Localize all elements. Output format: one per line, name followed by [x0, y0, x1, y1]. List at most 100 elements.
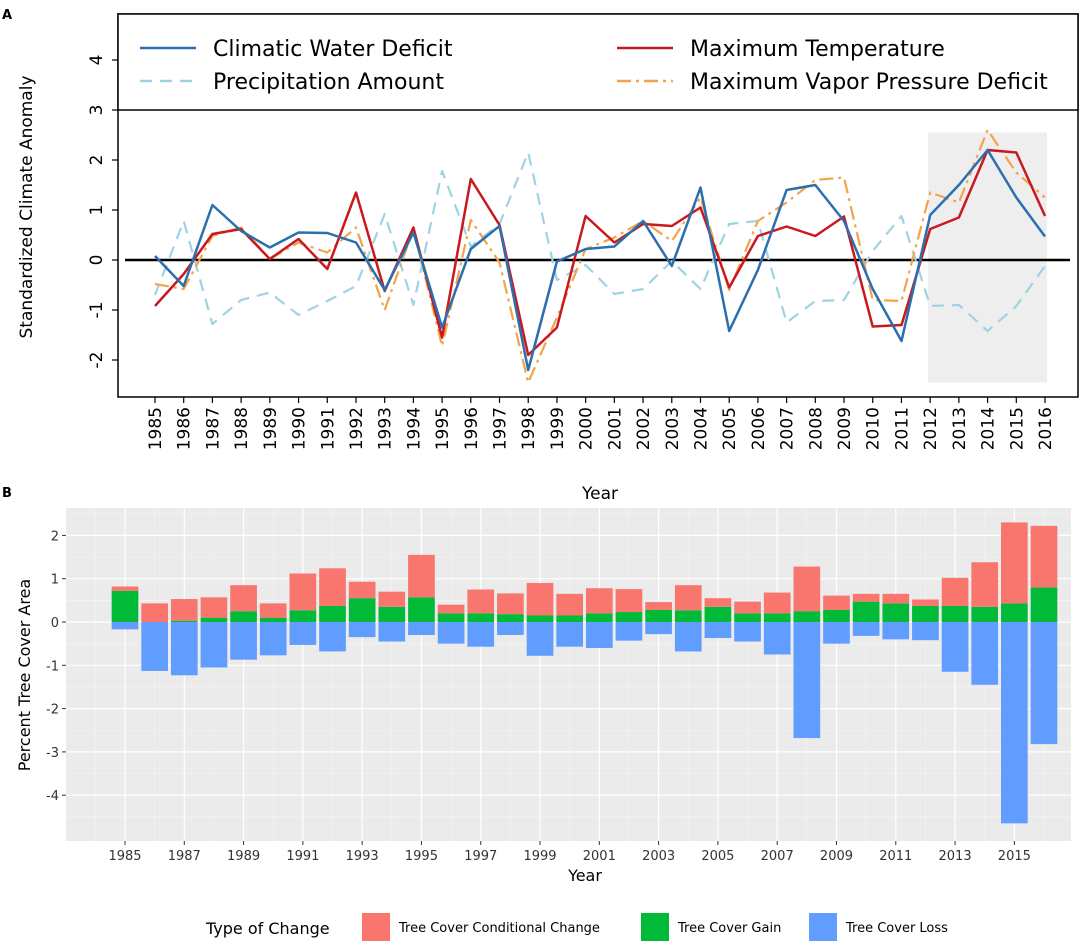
bar-loss-1998	[497, 622, 524, 635]
bar-gain-2001	[585, 613, 613, 622]
bar-conditional-2004	[674, 585, 702, 611]
bar-loss-1994	[378, 622, 406, 642]
x-tick-label: 1989	[261, 407, 281, 450]
bar-conditional-1998	[497, 593, 524, 615]
bar-loss-1997	[467, 622, 495, 647]
bar-loss-2009	[823, 622, 850, 644]
bar-conditional-2014	[971, 562, 999, 607]
x-tick-label: 2004	[691, 407, 711, 450]
bar-loss-1990	[259, 622, 287, 656]
bar-conditional-1993	[348, 581, 376, 599]
bar-conditional-2012	[912, 599, 939, 606]
bar-loss-2006	[734, 622, 761, 642]
bar-gain-2003	[645, 609, 672, 622]
x-tick-label: 2016	[1036, 407, 1056, 450]
bar-conditional-1994	[378, 591, 406, 607]
x-tick-label: 2000	[577, 407, 597, 450]
bar-gain-2005	[704, 606, 732, 622]
y-tick-label: -1	[87, 302, 107, 319]
panel-b-x-axis-label: Year	[567, 866, 602, 885]
bar-loss-1991	[289, 622, 317, 645]
bar-gain-1996	[437, 613, 465, 622]
x-tick-label: 1986	[175, 407, 195, 450]
bar-conditional-2005	[704, 598, 732, 607]
bar-gain-2009	[823, 609, 850, 622]
x-tick-label: 1985	[146, 407, 166, 450]
x-tick-label: 1992	[347, 407, 367, 450]
bar-gain-1985	[111, 590, 139, 622]
panel-a-letter: A	[2, 8, 12, 23]
x-tick-label: 2002	[634, 407, 654, 450]
series-line-precipitation-amount	[153, 151, 1046, 333]
legend-label-climatic-water-deficit: Climatic Water Deficit	[213, 37, 453, 62]
bar-conditional-1996	[437, 604, 465, 614]
bar-conditional-1988	[200, 597, 228, 618]
x-tick-label: 1989	[227, 849, 260, 864]
y-tick-label: -2	[87, 352, 107, 369]
bar-loss-1986	[141, 622, 168, 671]
panel-a-series	[153, 128, 1047, 384]
bar-gain-2016	[1030, 587, 1058, 622]
bar-loss-2002	[615, 622, 643, 641]
x-tick-label: 1987	[203, 407, 223, 450]
series-line-climatic-water-deficit	[154, 148, 1047, 372]
bar-loss-1987	[170, 622, 198, 676]
bar-conditional-2001	[585, 588, 613, 614]
bar-gain-2013	[941, 605, 969, 622]
legend-key-tree-cover-loss	[809, 913, 837, 941]
bar-gain-2000	[556, 615, 584, 622]
bar-loss-1985	[111, 622, 139, 630]
bar-gain-1993	[348, 598, 376, 622]
y-tick-label: 0	[87, 255, 107, 266]
x-tick-label: 2003	[663, 407, 683, 450]
bar-gain-2008	[793, 611, 821, 622]
legend-label-precipitation-amount: Precipitation Amount	[213, 70, 444, 95]
bar-gain-2002	[615, 612, 643, 622]
x-tick-label: 1993	[376, 407, 396, 450]
x-tick-label: 2001	[583, 849, 616, 864]
y-tick-label: 1	[51, 573, 59, 588]
bar-conditional-2015	[1001, 522, 1028, 604]
y-tick-label: 2	[87, 155, 107, 166]
x-tick-label: 1997	[491, 407, 511, 450]
panel-b-y-ticks: -4 -3 -2 -1 0 1 2	[46, 529, 66, 804]
bar-loss-2008	[793, 622, 821, 739]
bar-gain-2014	[971, 606, 999, 622]
bar-gain-1994	[378, 606, 406, 622]
bar-loss-2003	[645, 622, 672, 635]
bar-conditional-1986	[141, 603, 168, 622]
x-tick-label: 2009	[835, 407, 855, 450]
bar-conditional-2009	[823, 595, 850, 610]
bar-gain-1991	[289, 610, 317, 622]
bar-conditional-1999	[526, 583, 554, 616]
panel-a-legend-box	[117, 13, 1079, 111]
bar-loss-2016	[1030, 622, 1058, 745]
bar-loss-1999	[526, 622, 554, 656]
x-tick-label: 2007	[778, 407, 798, 450]
bar-conditional-1995	[408, 554, 435, 598]
x-tick-label: 1999	[523, 849, 556, 864]
bar-gain-1998	[497, 614, 524, 622]
x-tick-label: 1994	[404, 407, 424, 450]
bar-conditional-1989	[230, 585, 257, 612]
y-tick-label: -4	[46, 789, 59, 804]
bar-loss-1988	[200, 622, 228, 668]
x-tick-label: 2009	[820, 849, 853, 864]
x-tick-label: 1999	[548, 407, 568, 450]
panel-a-x-ticks: 1985 1986 1987 1988 1989 1990 1991 1992 1993 1994…	[146, 397, 1056, 450]
bar-loss-2007	[763, 622, 791, 655]
bar-gain-1997	[467, 613, 495, 622]
legend-label-tree-cover-loss: Tree Cover Loss	[845, 921, 948, 936]
x-tick-label: 1990	[290, 407, 310, 450]
x-tick-label: 1996	[462, 407, 482, 450]
legend-label-maximum-temperature: Maximum Temperature	[690, 37, 945, 62]
bar-conditional-1991	[289, 573, 317, 611]
legend-key-tree-cover-conditional-change	[362, 913, 390, 941]
bar-loss-1992	[319, 622, 346, 652]
y-tick-label: 2	[51, 529, 59, 544]
panel-b-legend-title: Type of Change	[205, 919, 330, 938]
bar-conditional-2007	[763, 592, 791, 614]
x-tick-label: 2005	[720, 407, 740, 450]
